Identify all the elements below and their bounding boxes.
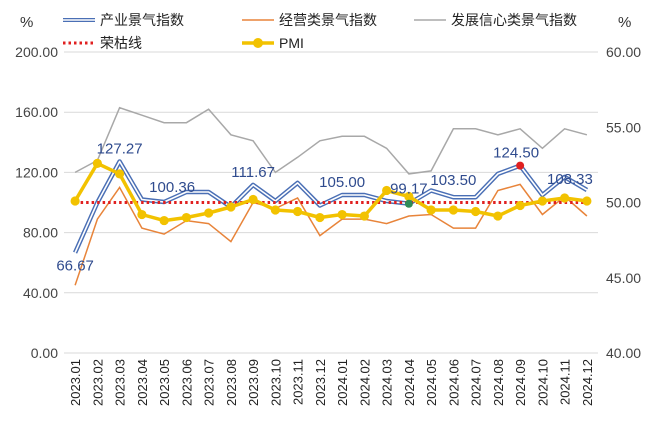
series-line-confidence bbox=[74, 106, 588, 175]
left-axis-unit: % bbox=[20, 14, 33, 31]
x-tick-label: 2024.03 bbox=[380, 359, 395, 406]
data-label: 99.17 bbox=[390, 181, 428, 198]
x-tick-label: 2023.05 bbox=[157, 359, 172, 406]
pmi-marker bbox=[471, 206, 481, 217]
right-tick-label: 45.00 bbox=[606, 270, 641, 286]
x-tick-label: 2024.09 bbox=[513, 359, 528, 406]
pmi-marker bbox=[382, 185, 392, 196]
data-label: 111.67 bbox=[231, 164, 275, 181]
legend-label-pmi: PMI bbox=[279, 35, 304, 51]
x-tick-label: 2023.06 bbox=[179, 359, 194, 406]
legend-item-confidence: 发展信心类景气指数 bbox=[414, 12, 577, 28]
series-layer bbox=[70, 106, 592, 286]
pmi-marker bbox=[248, 194, 258, 205]
x-tick-label: 2023.07 bbox=[202, 359, 217, 406]
x-tick-label: 2024.10 bbox=[535, 359, 550, 406]
legend-item-pmi: PMI bbox=[242, 35, 304, 51]
right-axis-ticks: 40.00 45.00 50.00 55.00 60.00 bbox=[606, 44, 641, 361]
pmi-marker bbox=[137, 209, 147, 220]
pmi-marker bbox=[537, 196, 547, 206]
x-tick-label: 2024.02 bbox=[357, 359, 372, 406]
pmi-marker bbox=[582, 196, 592, 206]
pmi-marker bbox=[293, 206, 303, 217]
left-tick-label: 160.00 bbox=[15, 104, 58, 120]
data-label: 108.33 bbox=[547, 171, 593, 188]
left-tick-label: 200.00 bbox=[15, 44, 58, 60]
pmi-marker bbox=[515, 200, 525, 211]
pmi-marker bbox=[226, 202, 236, 212]
data-labels: 66.67 127.27 100.36 111.67 105.00 99.17103.50… bbox=[56, 140, 593, 274]
legend-label-boom-line: 荣枯线 bbox=[100, 35, 142, 51]
data-label: 127.27 bbox=[97, 140, 143, 157]
x-tick-label: 2024.04 bbox=[402, 359, 417, 406]
x-tick-label: 2024.01 bbox=[335, 359, 350, 406]
pmi-marker bbox=[404, 191, 414, 202]
right-tick-label: 50.00 bbox=[606, 195, 641, 211]
x-tick-label: 2023.11 bbox=[291, 359, 306, 405]
x-tick-label: 2024.06 bbox=[446, 359, 461, 406]
right-axis-unit: % bbox=[618, 14, 631, 31]
left-tick-label: 120.00 bbox=[15, 164, 58, 180]
x-tick-label: 2023.04 bbox=[135, 359, 150, 406]
pmi-marker bbox=[204, 208, 214, 218]
right-tick-label: 55.00 bbox=[606, 119, 641, 135]
x-tick-label: 2024.11 bbox=[558, 359, 573, 405]
x-tick-label: 2024.12 bbox=[580, 359, 595, 406]
x-tick-label: 2023.08 bbox=[224, 359, 239, 406]
pmi-marker bbox=[493, 211, 503, 221]
highlight-point bbox=[516, 161, 525, 170]
data-label: 66.67 bbox=[56, 258, 94, 275]
pmi-marker bbox=[359, 211, 369, 221]
x-tick-label: 2023.10 bbox=[268, 359, 283, 406]
left-tick-label: 40.00 bbox=[23, 285, 58, 301]
left-axis-ticks: 0.00 40.00 80.00 120.00 160.00 200.00 bbox=[15, 44, 58, 361]
pmi-marker bbox=[115, 169, 125, 179]
pmi-marker bbox=[337, 209, 347, 220]
pmi-marker bbox=[159, 215, 169, 226]
data-label: 105.00 bbox=[319, 174, 365, 191]
legend-label-operating: 经营类景气指数 bbox=[279, 12, 377, 28]
right-tick-label: 60.00 bbox=[606, 44, 641, 60]
legend-item-industry: 产业景气指数 bbox=[63, 12, 184, 28]
pmi-marker bbox=[560, 193, 570, 203]
data-label: 100.36 bbox=[149, 179, 195, 196]
x-tick-label: 2023.09 bbox=[246, 359, 261, 406]
x-axis-ticks: 2023.01 2023.02 2023.03 2023.04 2023.05 2023.… bbox=[68, 359, 595, 406]
pmi-marker bbox=[315, 212, 325, 223]
legend: 产业景气指数 经营类景气指数 发展信心类景气指数 荣枯线 PMI bbox=[63, 12, 577, 51]
highlight-point bbox=[404, 199, 413, 208]
data-label: 103.50 bbox=[430, 172, 476, 189]
pmi-marker bbox=[270, 205, 280, 215]
pmi-marker bbox=[181, 212, 191, 223]
series-line-industry-inner bbox=[74, 160, 588, 254]
x-tick-label: 2024.08 bbox=[491, 359, 506, 406]
x-tick-label: 2023.01 bbox=[68, 359, 83, 406]
gridlines bbox=[64, 51, 598, 354]
pmi-marker bbox=[448, 205, 458, 215]
right-tick-label: 40.00 bbox=[606, 345, 641, 361]
pmi-marker bbox=[426, 205, 436, 215]
pmi-marker bbox=[92, 158, 102, 168]
pmi-marker bbox=[70, 196, 80, 206]
x-tick-label: 2024.07 bbox=[469, 359, 484, 406]
x-tick-label: 2023.12 bbox=[313, 359, 328, 406]
left-tick-label: 80.00 bbox=[23, 225, 58, 241]
legend-label-confidence: 发展信心类景气指数 bbox=[451, 12, 577, 28]
x-tick-label: 2023.02 bbox=[90, 359, 105, 406]
x-tick-label: 2024.05 bbox=[424, 359, 439, 406]
left-tick-label: 0.00 bbox=[31, 345, 58, 361]
series-line-operating bbox=[74, 183, 588, 286]
legend-item-operating: 经营类景气指数 bbox=[242, 12, 377, 28]
data-label: 124.50 bbox=[493, 145, 539, 162]
x-tick-label: 2023.03 bbox=[113, 359, 128, 406]
legend-item-boom-line: 荣枯线 bbox=[63, 35, 142, 51]
legend-label-industry: 产业景气指数 bbox=[100, 12, 184, 28]
